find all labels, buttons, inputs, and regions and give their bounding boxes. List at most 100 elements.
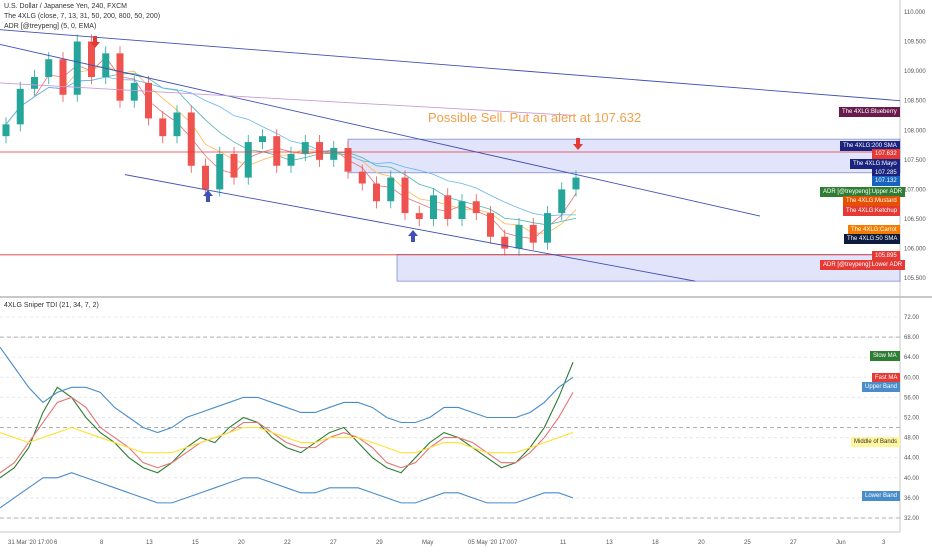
tdi-tick-label: 72.00 <box>904 315 920 321</box>
tdi-tick-label: 40.00 <box>904 476 920 482</box>
upper-zone <box>347 138 901 174</box>
candle <box>130 75 138 108</box>
tdi-tag: Middle of Bands <box>851 437 901 447</box>
price-tag: 107.285 <box>872 168 900 178</box>
price-tag: 107.132 <box>872 176 900 186</box>
candle-body <box>472 201 480 214</box>
tdi-tick-label: 32.00 <box>904 516 920 522</box>
time-tick-label: 18 <box>652 540 659 546</box>
moving-average-line <box>5 76 576 217</box>
tdi-pane[interactable] <box>0 300 900 532</box>
time-tick-label: 27 <box>790 540 797 546</box>
tdi-tag: Slow MA <box>870 351 900 361</box>
down-arrow-icon <box>573 138 583 150</box>
candle-body <box>430 195 437 219</box>
candle <box>415 205 423 227</box>
price-tick-label: 110.000 <box>904 10 926 16</box>
price-tick-label: 106.000 <box>904 247 926 253</box>
candle-body <box>59 59 67 95</box>
price-tag: ADR [@treypeng]:Upper ADR <box>820 187 906 197</box>
candle <box>145 75 152 126</box>
channel-mid-line <box>0 44 761 217</box>
price-tick-label: 106.500 <box>904 217 926 223</box>
indicator-adr-label: ADR [@treypeng] (5, 0, EMA) <box>4 23 97 30</box>
candle <box>373 176 380 209</box>
lower-zone <box>396 254 901 282</box>
candle-body <box>344 148 352 172</box>
price-tag: The 4XLG:Mustard <box>843 196 900 206</box>
tdi-tick-label: 64.00 <box>904 355 920 361</box>
candle-body <box>444 195 452 219</box>
candle <box>16 81 24 132</box>
candle-body <box>330 148 338 160</box>
price-tick-label: 109.000 <box>904 69 926 75</box>
candle-body <box>487 213 494 237</box>
candle-body <box>102 53 110 77</box>
candle <box>273 129 281 173</box>
candle <box>301 134 309 162</box>
price-tag: The 4XLG:Carrot <box>848 225 900 235</box>
down-arrow-icon <box>90 36 100 48</box>
candle-body <box>130 82 138 101</box>
candle-body <box>230 153 238 178</box>
tdi-series-line <box>0 362 574 479</box>
candle <box>316 134 323 167</box>
candle-body <box>387 177 395 202</box>
time-tick-label: 3 <box>882 540 886 546</box>
candle-body <box>202 165 209 190</box>
candle <box>73 34 81 102</box>
indicator-4xlg-label: The 4XLG (close, 7, 13, 31, 50, 200, 800… <box>4 13 161 20</box>
candle <box>458 194 466 227</box>
time-tick-label: 11 <box>560 540 567 546</box>
candle <box>45 52 53 85</box>
candle <box>173 105 181 144</box>
channel-bottom-line <box>124 174 696 282</box>
tdi-series-line <box>0 426 574 454</box>
time-tick-label: 31 Mar '20 17:00 <box>8 540 54 546</box>
zones <box>347 138 901 282</box>
candle <box>259 129 266 150</box>
up-arrow-icon <box>203 190 213 202</box>
time-tick-label: 6 <box>54 540 58 546</box>
candles[interactable] <box>2 34 580 256</box>
candle <box>230 146 238 185</box>
candle-body <box>373 183 380 202</box>
time-tick-label: 13 <box>146 540 153 546</box>
time-tick-label: 13 <box>606 540 613 546</box>
candle-body <box>358 171 366 184</box>
candle <box>244 134 252 185</box>
price-tick-label: 109.500 <box>904 40 926 46</box>
sell-annotation[interactable]: Possible Sell. Put an alert at 107.632 <box>428 110 642 125</box>
candle-body <box>2 124 10 137</box>
candle-body <box>16 88 24 125</box>
axes: 110.000 109.500 109.000 108.500 108.000 107.5… <box>8 10 926 546</box>
price-tag: The 4XLG:50 SMA <box>844 234 901 244</box>
tdi-tick-label: 44.00 <box>904 456 920 462</box>
time-tick-label: 15 <box>192 540 199 546</box>
tdi-tick-label: 52.00 <box>904 415 920 421</box>
trend-lines[interactable] <box>0 29 901 282</box>
tdi-tag: Fast MA <box>872 373 901 383</box>
candle <box>59 52 67 102</box>
time-tick-label: 8 <box>100 540 104 546</box>
candle <box>401 170 409 221</box>
candle-body <box>159 118 167 137</box>
candle <box>216 146 224 197</box>
tdi-lines[interactable] <box>0 346 574 509</box>
candle-body <box>244 142 252 178</box>
candle-body <box>45 59 53 77</box>
candle <box>202 158 209 197</box>
tdi-tick-label: 56.00 <box>904 395 920 401</box>
candle <box>102 46 110 85</box>
time-tick-label: 05 May '20 17:00 <box>468 540 515 546</box>
candle <box>515 217 523 256</box>
candle-body <box>401 177 409 214</box>
candle-body <box>145 82 152 119</box>
tdi-tag: Upper Band <box>862 382 901 392</box>
tdi-title: 4XLG Sniper TDI (21, 34, 7, 2) <box>4 302 99 309</box>
candle-body <box>301 142 309 154</box>
candle <box>501 229 509 256</box>
time-tick-label: 27 <box>330 540 337 546</box>
